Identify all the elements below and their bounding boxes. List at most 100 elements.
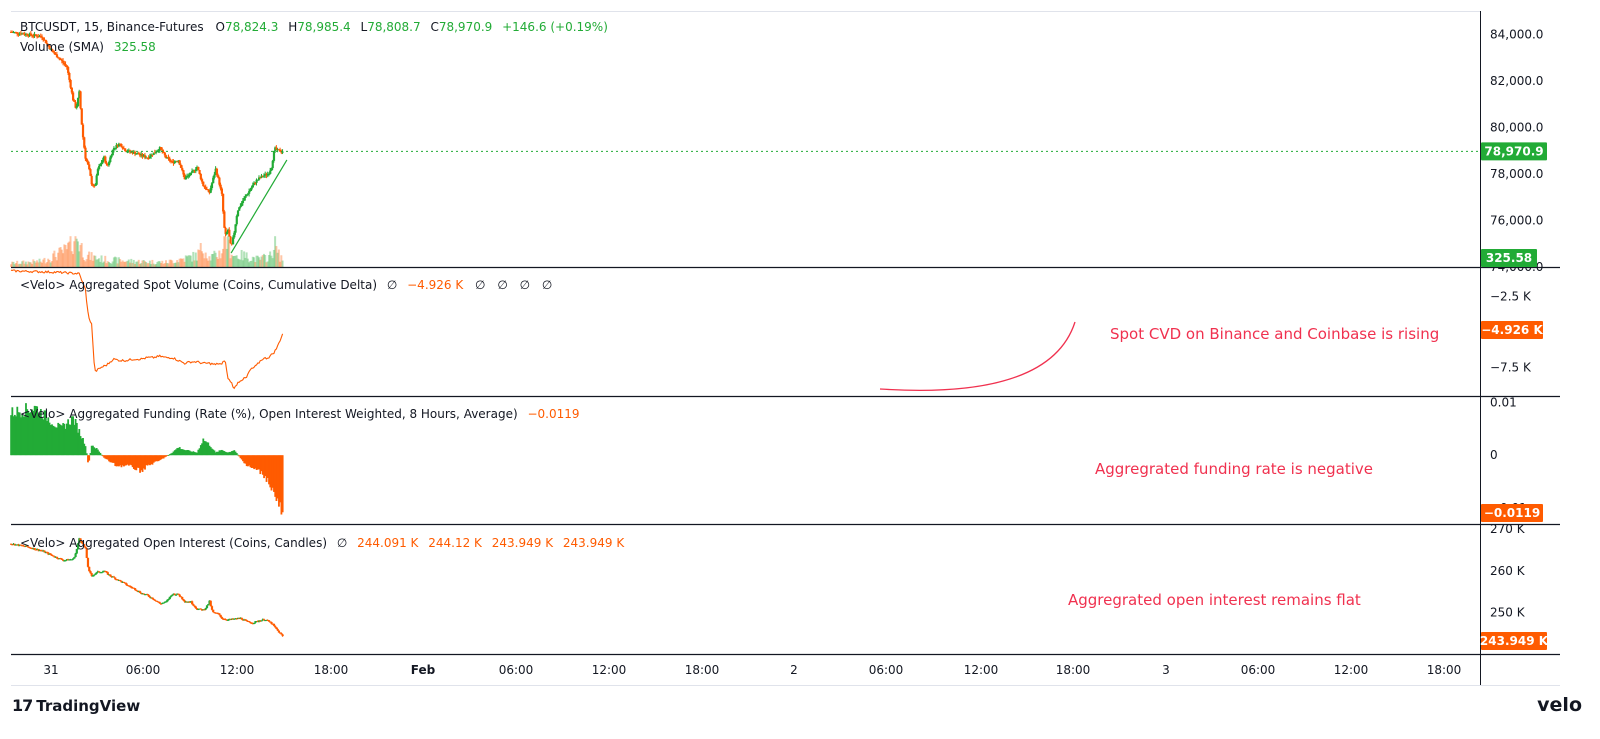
price-candle-body [126, 151, 129, 153]
volume-bar [148, 260, 151, 267]
price-candle-body [157, 150, 160, 152]
funding-bar [28, 412, 31, 456]
funding-bar [66, 423, 68, 456]
price-candle-body [279, 149, 282, 152]
funding-bar [188, 450, 191, 456]
volume-bar [217, 258, 220, 267]
funding-bar [70, 416, 73, 456]
oi-candle-body [28, 547, 31, 549]
funding-bar [131, 455, 134, 468]
funding-bar [211, 448, 213, 456]
volume-bar [80, 243, 83, 267]
oi-candle-body [272, 623, 276, 626]
oi-value-2: 244.12 K [428, 536, 482, 550]
open-label: O [215, 20, 225, 34]
funding-title[interactable]: <Velo> Aggregated Funding (Rate (%), Ope… [20, 407, 518, 421]
funding-bar [239, 455, 242, 459]
oi-candle-body [189, 601, 192, 603]
funding-bar [80, 438, 83, 456]
volume-bar [101, 262, 104, 267]
oi-candle-body [129, 585, 132, 587]
volume-bar [228, 239, 231, 267]
price-candle-body [270, 168, 273, 171]
oi-candle-body [231, 618, 235, 620]
price-candle-body [22, 33, 25, 35]
oi-candle-body [276, 629, 279, 631]
oi-candle-body [62, 559, 65, 561]
funding-bar [268, 455, 270, 485]
volume-bar [254, 262, 257, 267]
price-candle-body [158, 147, 161, 151]
oi-candle-body [214, 612, 217, 614]
volume-label[interactable]: Volume (SMA) [20, 40, 104, 54]
price-candle-body [43, 39, 46, 41]
tradingview-brand[interactable]: 17 TradingView [12, 696, 140, 715]
price-candle-body [74, 101, 77, 108]
volume-bar [125, 261, 128, 267]
price-candle-body [203, 186, 206, 188]
funding-bar [85, 453, 88, 456]
funding-badge: −0.0119 [1481, 504, 1543, 522]
price-candle-body [134, 151, 137, 155]
funding-bar [235, 453, 238, 456]
funding-bar [207, 442, 210, 456]
price-candle-body [207, 189, 210, 191]
volume-bar [63, 244, 66, 267]
price-candle-body [225, 232, 228, 235]
funding-bar [242, 455, 244, 462]
oi-candle-body [24, 545, 28, 547]
oi-candle-body [107, 574, 111, 576]
volume-bar [119, 259, 122, 267]
funding-badge-bg [1481, 504, 1543, 522]
volume-bar [91, 260, 94, 267]
oi-candle-body [11, 544, 14, 546]
price-candle-body [193, 170, 196, 172]
volume-bar [182, 258, 185, 267]
price-candle-body [191, 171, 194, 173]
volume-bar [129, 262, 132, 267]
oi-candle-body [54, 556, 57, 558]
funding-bar [75, 423, 78, 456]
oi-candle-body [33, 547, 36, 550]
volume-badge: 325.58 [1481, 249, 1537, 267]
volume-bar [116, 263, 119, 267]
oi-title[interactable]: <Velo> Aggregated Open Interest (Coins, … [20, 536, 327, 550]
cvd-title[interactable]: <Velo> Aggregated Spot Volume (Coins, Cu… [20, 278, 378, 292]
oi-candle-body [16, 544, 19, 546]
price-candle-body [68, 72, 71, 80]
funding-bar [92, 445, 94, 456]
funding-bar [100, 454, 103, 456]
oi-candle-body [281, 634, 284, 637]
funding-bar [145, 455, 148, 466]
tradingview-label: TradingView [36, 696, 141, 715]
oi-candle-body [89, 571, 92, 574]
price-candle-body [174, 161, 178, 163]
oi-candle-body [235, 618, 238, 620]
oi-candle-body [152, 598, 155, 600]
oi-candle-body [122, 581, 126, 583]
funding-bar [162, 455, 165, 459]
oi-candle-body [238, 618, 241, 620]
volume-bar [33, 261, 36, 267]
price-candle-body [34, 34, 37, 36]
price-candle-body [196, 167, 199, 170]
price-candle-body [217, 175, 220, 178]
price-candle-body [90, 175, 93, 185]
time-tick-label: 12:00 [1334, 663, 1369, 677]
funding-bar [160, 455, 163, 460]
price-candle-body [31, 35, 34, 37]
price-candle-body [95, 175, 98, 185]
volume-bar [45, 262, 48, 267]
symbol-label[interactable]: BTCUSDT, 15, Binance-Futures [20, 20, 204, 34]
oi-candle-body [255, 621, 258, 623]
price-candle-body [256, 179, 259, 181]
volume-bar [256, 255, 259, 267]
price-candle-body [189, 172, 192, 176]
oi-candle-body [18, 544, 21, 546]
volume-bar [183, 261, 186, 267]
volume-bar [161, 260, 164, 267]
price-candle-body [179, 164, 183, 168]
volume-bar [145, 262, 148, 267]
price-candle-body [145, 157, 148, 159]
